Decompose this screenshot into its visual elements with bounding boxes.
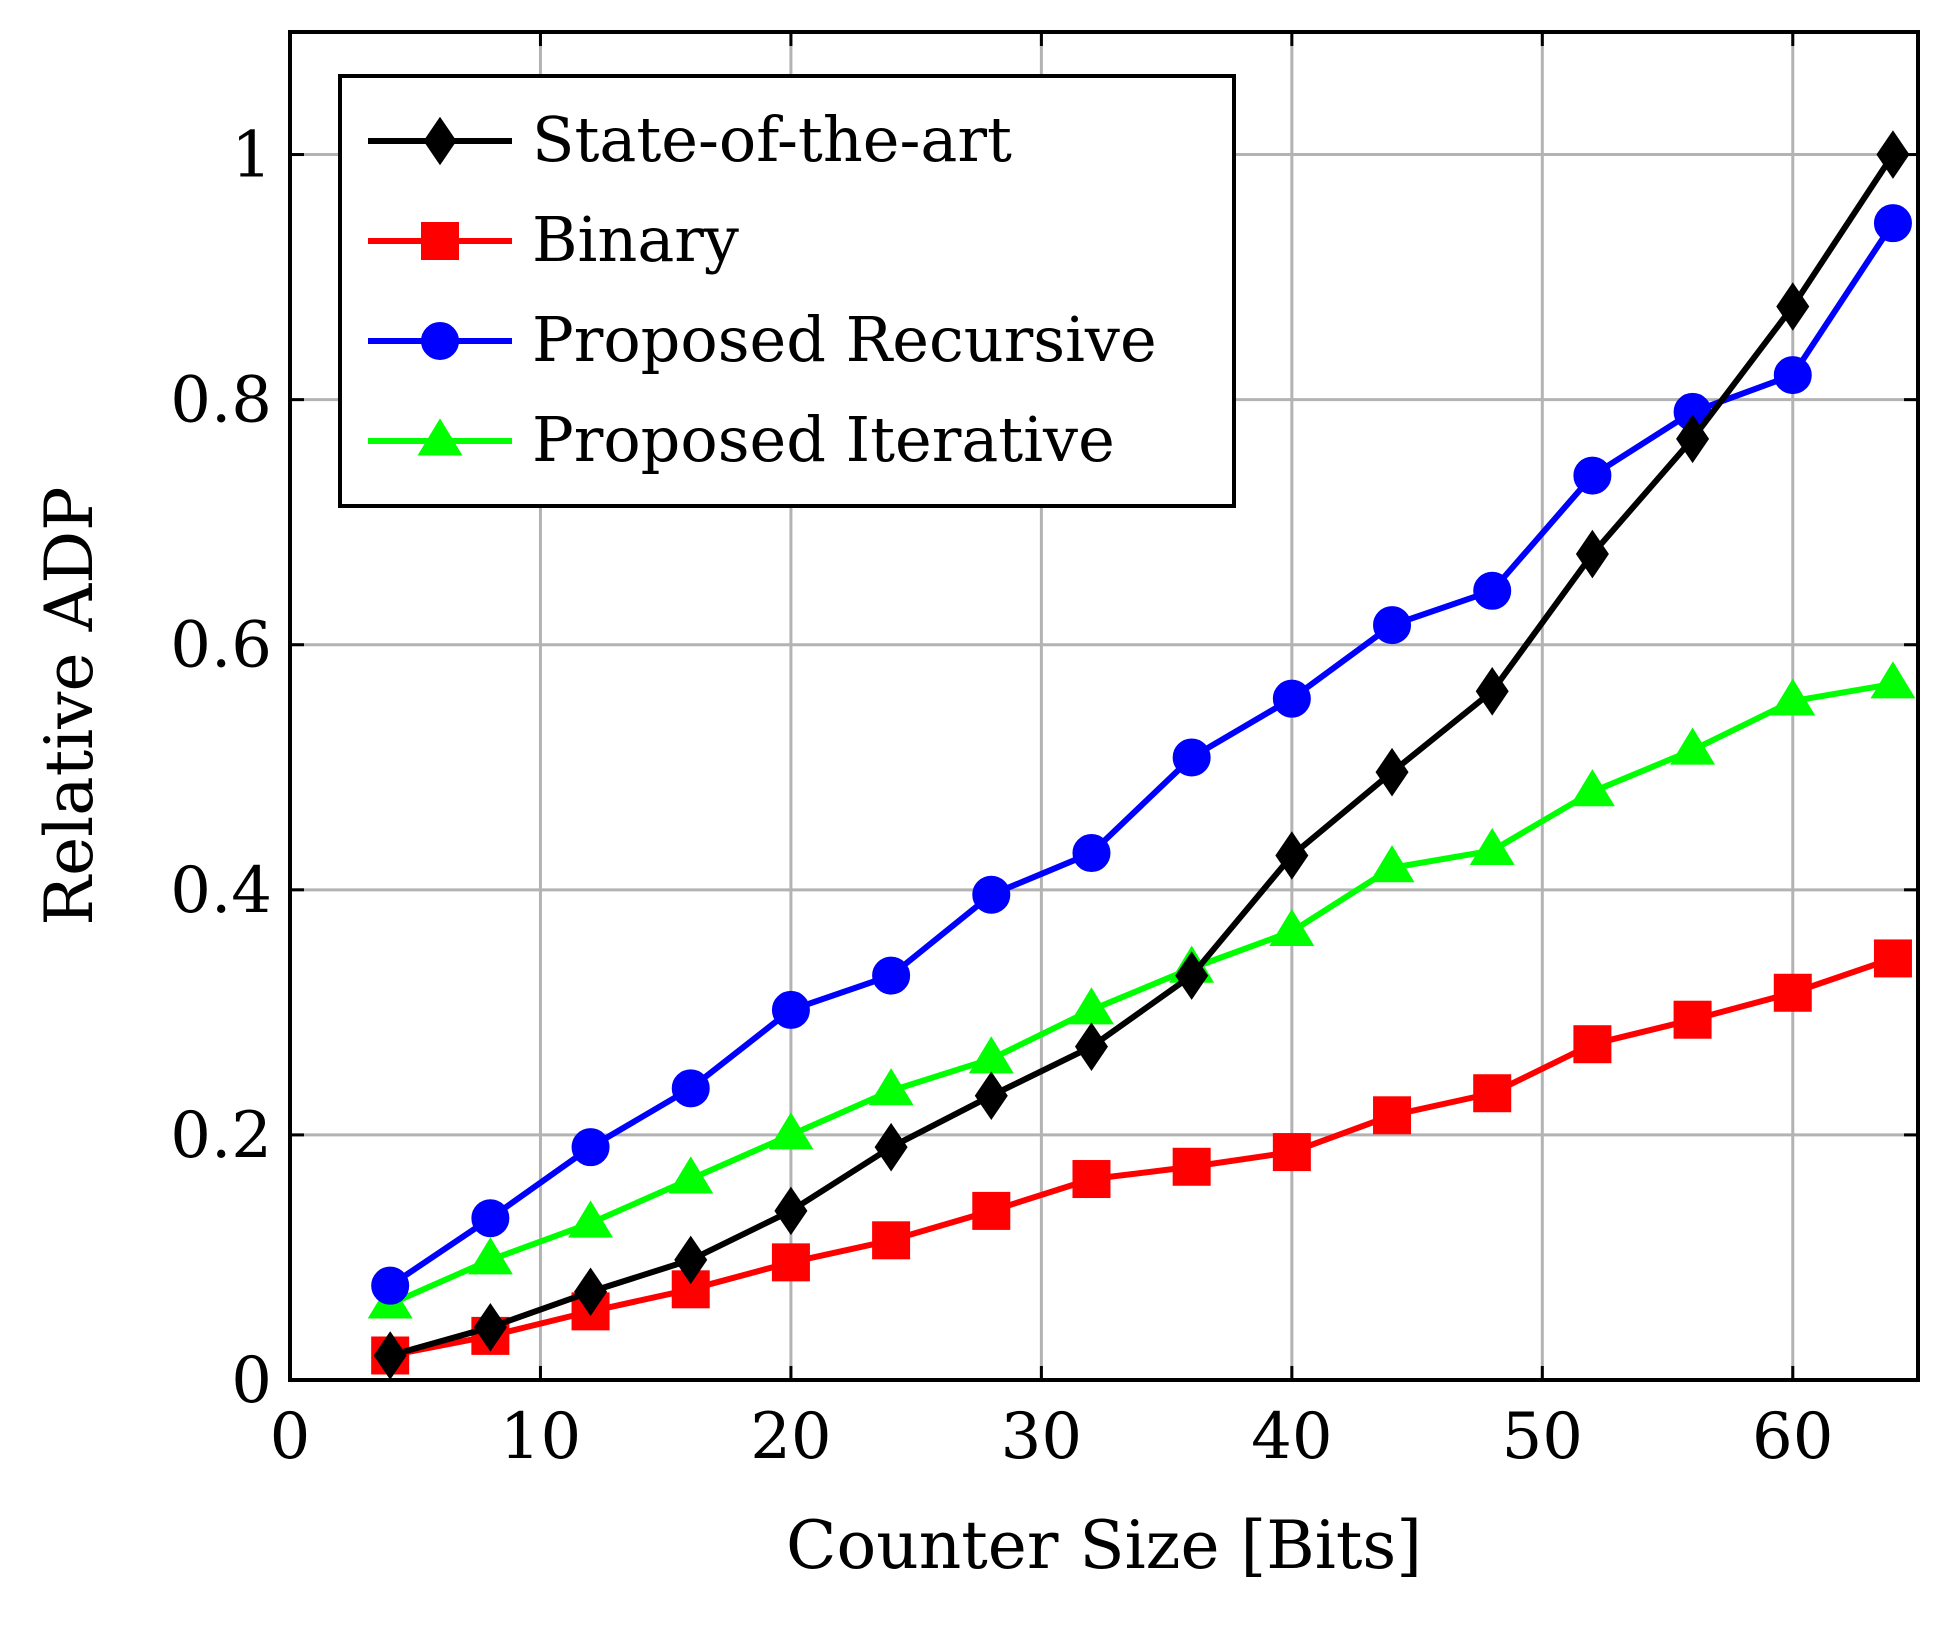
- data-point-proposed-iterative: [1269, 908, 1315, 946]
- data-point-state-of-the-art: [1676, 414, 1710, 464]
- data-point-proposed-recursive: [771, 990, 810, 1029]
- y-tick-label: 0: [231, 1344, 272, 1418]
- data-point-proposed-iterative: [768, 1112, 814, 1150]
- data-point-proposed-recursive: [1473, 571, 1512, 610]
- data-point-state-of-the-art: [1074, 1022, 1108, 1071]
- data-point-proposed-iterative: [868, 1068, 914, 1106]
- data-point-proposed-recursive: [571, 1128, 610, 1167]
- data-point-proposed-recursive: [371, 1266, 410, 1305]
- legend-entry-proposed-recursive: Proposed Recursive: [368, 303, 1157, 376]
- data-point-proposed-iterative: [568, 1200, 614, 1238]
- data-point-state-of-the-art: [1375, 747, 1409, 797]
- data-point-state-of-the-art: [1876, 130, 1910, 179]
- data-point-binary: [972, 1191, 1011, 1230]
- data-point-proposed-recursive: [1272, 679, 1311, 718]
- series-proposed-iterative: [367, 661, 1916, 1319]
- data-point-binary: [1473, 1074, 1512, 1113]
- legend: State-of-the-art Binary Proposed Recursive…: [338, 74, 1236, 508]
- legend-entry-binary: Binary: [368, 203, 739, 276]
- data-point-proposed-iterative: [1770, 678, 1816, 716]
- data-point-state-of-the-art: [874, 1122, 908, 1172]
- data-point-binary: [1272, 1133, 1311, 1172]
- x-tick-label: 0: [270, 1400, 311, 1474]
- x-tick-label: 60: [1752, 1400, 1833, 1474]
- data-point-proposed-recursive: [872, 956, 911, 995]
- data-point-proposed-iterative: [1569, 769, 1615, 807]
- data-point-proposed-iterative: [467, 1237, 513, 1275]
- data-point-proposed-recursive: [1873, 204, 1912, 243]
- y-tick-label: 0.2: [170, 1099, 272, 1173]
- data-point-binary: [1873, 939, 1912, 978]
- data-point-binary: [1172, 1147, 1211, 1186]
- data-point-state-of-the-art: [774, 1186, 808, 1236]
- legend-entry-state-of-the-art: State-of-the-art: [368, 103, 1012, 176]
- legend-box: [338, 74, 1236, 508]
- data-point-state-of-the-art: [974, 1071, 1008, 1120]
- data-point-proposed-iterative: [1870, 661, 1916, 699]
- data-point-state-of-the-art: [1776, 282, 1810, 331]
- legend-label: Proposed Iterative: [532, 403, 1115, 476]
- data-point-binary: [1072, 1160, 1111, 1199]
- series-layer: [367, 130, 1916, 1380]
- data-point-proposed-recursive: [1072, 834, 1111, 873]
- y-tick-label: 1: [231, 119, 272, 193]
- data-point-state-of-the-art: [473, 1303, 507, 1352]
- data-point-proposed-recursive: [1573, 456, 1612, 495]
- x-tick-label: 30: [1001, 1400, 1082, 1474]
- series-line-state-of-the-art: [389, 152, 1896, 1359]
- legend-entry-proposed-iterative: Proposed Iterative: [368, 403, 1115, 476]
- y-tick-label: 0.8: [170, 364, 272, 438]
- data-point-state-of-the-art: [674, 1235, 708, 1285]
- series-proposed-recursive: [371, 204, 1912, 1305]
- legend-marker: [423, 116, 457, 166]
- data-point-state-of-the-art: [1275, 831, 1309, 880]
- data-point-binary: [872, 1221, 911, 1260]
- legend-label: State-of-the-art: [532, 103, 1012, 176]
- data-point-proposed-recursive: [1172, 738, 1211, 777]
- legend-marker: [421, 322, 459, 360]
- data-point-binary: [771, 1243, 810, 1282]
- data-point-state-of-the-art: [373, 1331, 407, 1380]
- y-axis-title: Relative ADP: [31, 486, 108, 925]
- data-point-binary: [1373, 1096, 1412, 1135]
- legend-marker: [421, 222, 459, 260]
- ticks: 0 10 20 30 40 50 60 0 0.2 0.4 0.6 0.8 1: [170, 32, 1918, 1474]
- data-point-binary: [1773, 973, 1812, 1012]
- data-point-proposed-recursive: [1373, 606, 1412, 645]
- x-tick-label: 10: [500, 1400, 581, 1474]
- data-point-binary: [1573, 1025, 1612, 1064]
- x-tick-label: 40: [1251, 1400, 1332, 1474]
- data-point-state-of-the-art: [1475, 667, 1509, 716]
- data-point-proposed-iterative: [668, 1156, 714, 1194]
- y-tick-label: 0.4: [170, 854, 272, 928]
- x-axis-title: Counter Size [Bits]: [786, 1507, 1422, 1584]
- plot-frame: [288, 30, 1920, 1382]
- data-point-proposed-iterative: [1469, 827, 1515, 866]
- legend-label: Proposed Recursive: [532, 303, 1157, 376]
- series-line-proposed-recursive: [388, 221, 1896, 1289]
- series-line-proposed-iterative: [388, 680, 1894, 1307]
- data-point-proposed-recursive: [1773, 356, 1812, 395]
- data-point-state-of-the-art: [1175, 951, 1209, 1000]
- x-tick-label: 50: [1502, 1400, 1583, 1474]
- data-point-proposed-recursive: [972, 875, 1011, 914]
- data-point-proposed-recursive: [671, 1069, 710, 1108]
- data-point-proposed-recursive: [471, 1199, 510, 1238]
- data-point-proposed-iterative: [1369, 845, 1415, 883]
- legend-marker: [417, 418, 463, 456]
- data-point-state-of-the-art: [1575, 529, 1609, 579]
- x-tick-label: 20: [750, 1400, 831, 1474]
- series-state-of-the-art: [373, 130, 1910, 1380]
- legend-label: Binary: [532, 203, 739, 276]
- y-tick-label: 0.6: [170, 609, 272, 683]
- data-point-binary: [1673, 1000, 1712, 1039]
- data-point-proposed-iterative: [1670, 727, 1716, 765]
- data-point-state-of-the-art: [574, 1267, 608, 1317]
- series-line-binary: [389, 955, 1894, 1359]
